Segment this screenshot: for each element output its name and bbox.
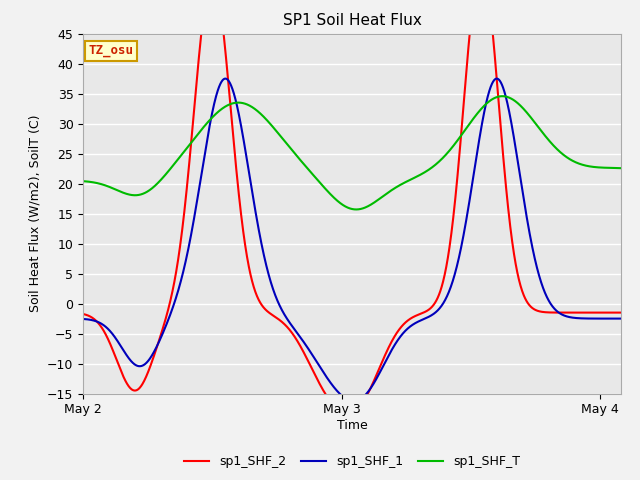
sp1_SHF_2 — [602, 310, 609, 315]
sp1_SHF_1 — [617, 316, 625, 322]
sp1_SHF_1 — [79, 316, 87, 322]
sp1_SHF_1 — [350, 398, 358, 404]
sp1_SHF_T — [602, 165, 609, 170]
sp1_SHF_T — [79, 178, 87, 184]
sp1_SHF_2 — [503, 194, 511, 200]
Line: sp1_SHF_T: sp1_SHF_T — [83, 96, 621, 209]
sp1_SHF_1 — [326, 380, 334, 385]
sp1_SHF_2 — [340, 410, 348, 416]
sp1_SHF_T — [602, 165, 609, 170]
sp1_SHF_2 — [617, 310, 625, 315]
sp1_SHF_T — [353, 206, 360, 212]
sp1_SHF_1 — [503, 99, 511, 105]
Legend: sp1_SHF_2, sp1_SHF_1, sp1_SHF_T: sp1_SHF_2, sp1_SHF_1, sp1_SHF_T — [179, 450, 525, 473]
sp1_SHF_2 — [79, 311, 87, 317]
sp1_SHF_2 — [344, 410, 351, 416]
sp1_SHF_1 — [340, 395, 348, 401]
sp1_SHF_2 — [602, 310, 609, 315]
Line: sp1_SHF_2: sp1_SHF_2 — [83, 0, 621, 413]
sp1_SHF_1 — [602, 316, 609, 322]
sp1_SHF_T — [617, 165, 625, 171]
sp1_SHF_T — [326, 191, 334, 197]
sp1_SHF_T — [503, 94, 511, 100]
sp1_SHF_T — [340, 203, 348, 209]
sp1_SHF_2 — [326, 398, 334, 404]
Text: TZ_osu: TZ_osu — [88, 44, 134, 58]
sp1_SHF_1 — [107, 329, 115, 335]
sp1_SHF_1 — [493, 76, 500, 82]
Y-axis label: Soil Heat Flux (W/m2), SoilT (C): Soil Heat Flux (W/m2), SoilT (C) — [29, 115, 42, 312]
sp1_SHF_T — [107, 184, 115, 190]
Line: sp1_SHF_1: sp1_SHF_1 — [83, 79, 621, 401]
Title: SP1 Soil Heat Flux: SP1 Soil Heat Flux — [283, 13, 421, 28]
sp1_SHF_1 — [602, 316, 609, 322]
X-axis label: Time: Time — [337, 419, 367, 432]
sp1_SHF_2 — [107, 342, 115, 348]
sp1_SHF_T — [499, 93, 506, 99]
